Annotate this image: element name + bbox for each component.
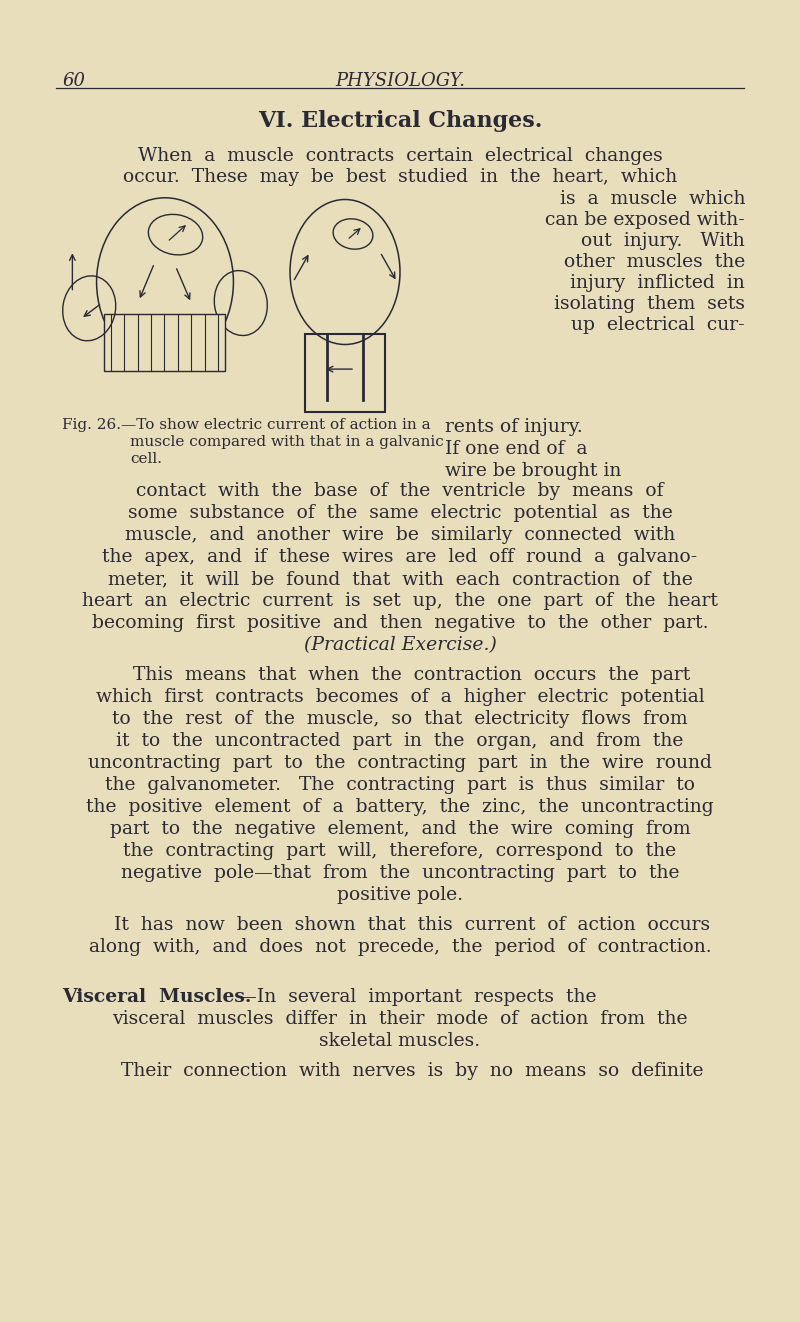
Text: the  galvanometer.   The  contracting  part  is  thus  similar  to: the galvanometer. The contracting part i… — [105, 776, 695, 795]
Text: muscle,  and  another  wire  be  similarly  connected  with: muscle, and another wire be similarly co… — [125, 526, 675, 543]
Text: the  positive  element  of  a  battery,  the  zinc,  the  uncontracting: the positive element of a battery, the z… — [86, 798, 714, 816]
Text: occur.  These  may  be  best  studied  in  the  heart,  which: occur. These may be best studied in the … — [123, 168, 677, 186]
Text: to  the  rest  of  the  muscle,  so  that  electricity  flows  from: to the rest of the muscle, so that elect… — [112, 710, 688, 728]
Text: This  means  that  when  the  contraction  occurs  the  part: This means that when the contraction occ… — [110, 666, 690, 683]
Text: some  substance  of  the  same  electric  potential  as  the: some substance of the same electric pote… — [128, 504, 672, 522]
Text: Visceral  Muscles.: Visceral Muscles. — [62, 988, 251, 1006]
Text: visceral  muscles  differ  in  their  mode  of  action  from  the: visceral muscles differ in their mode of… — [112, 1010, 688, 1029]
Text: contact  with  the  base  of  the  ventricle  by  means  of: contact with the base of the ventricle b… — [136, 483, 664, 500]
Text: other  muscles  the: other muscles the — [564, 253, 745, 271]
Bar — [104, 313, 225, 371]
Text: is  a  muscle  which: is a muscle which — [559, 190, 745, 208]
Text: skeletal muscles.: skeletal muscles. — [319, 1032, 481, 1050]
Text: (Practical Exercise.): (Practical Exercise.) — [303, 636, 497, 654]
Text: 60: 60 — [62, 71, 85, 90]
Text: When  a  muscle  contracts  certain  electrical  changes: When a muscle contracts certain electric… — [138, 147, 662, 165]
Text: meter,  it  will  be  found  that  with  each  contraction  of  the: meter, it will be found that with each c… — [107, 570, 693, 588]
Text: becoming  first  positive  and  then  negative  to  the  other  part.: becoming first positive and then negativ… — [92, 613, 708, 632]
Text: heart  an  electric  current  is  set  up,  the  one  part  of  the  heart: heart an electric current is set up, the… — [82, 592, 718, 609]
Text: uncontracting  part  to  the  contracting  part  in  the  wire  round: uncontracting part to the contracting pa… — [88, 754, 712, 772]
Text: rents of injury.: rents of injury. — [445, 418, 582, 436]
Text: —In  several  important  respects  the: —In several important respects the — [238, 988, 597, 1006]
Text: can be exposed with-: can be exposed with- — [546, 212, 745, 229]
Text: part  to  the  negative  element,  and  the  wire  coming  from: part to the negative element, and the wi… — [110, 820, 690, 838]
Text: Their  connection  with  nerves  is  by  no  means  so  definite: Their connection with nerves is by no me… — [97, 1062, 703, 1080]
Text: It  has  now  been  shown  that  this  current  of  action  occurs: It has now been shown that this current … — [90, 916, 710, 935]
Bar — [305, 334, 385, 412]
Text: isolating  them  sets: isolating them sets — [554, 295, 745, 313]
Text: positive pole.: positive pole. — [337, 886, 463, 904]
Text: Fig. 26.—To show electric current of action in a: Fig. 26.—To show electric current of act… — [62, 418, 430, 432]
Text: which  first  contracts  becomes  of  a  higher  electric  potential: which first contracts becomes of a highe… — [96, 687, 704, 706]
Text: injury  inflicted  in: injury inflicted in — [570, 274, 745, 292]
Text: VI. Electrical Changes.: VI. Electrical Changes. — [258, 110, 542, 132]
Text: muscle compared with that in a galvanic: muscle compared with that in a galvanic — [130, 435, 444, 449]
Text: it  to  the  uncontracted  part  in  the  organ,  and  from  the: it to the uncontracted part in the organ… — [116, 732, 684, 750]
Text: cell.: cell. — [130, 452, 162, 465]
Text: the  apex,  and  if  these  wires  are  led  off  round  a  galvano-: the apex, and if these wires are led off… — [102, 549, 698, 566]
Text: out  injury.   With: out injury. With — [582, 231, 745, 250]
Text: wire be brought in: wire be brought in — [445, 461, 622, 480]
Text: If one end of  a: If one end of a — [445, 440, 587, 457]
Text: the  contracting  part  will,  therefore,  correspond  to  the: the contracting part will, therefore, co… — [123, 842, 677, 861]
Text: along  with,  and  does  not  precede,  the  period  of  contraction.: along with, and does not precede, the pe… — [89, 939, 711, 956]
Text: PHYSIOLOGY.: PHYSIOLOGY. — [335, 71, 465, 90]
Text: negative  pole—that  from  the  uncontracting  part  to  the: negative pole—that from the uncontractin… — [121, 865, 679, 882]
Text: up  electrical  cur-: up electrical cur- — [571, 316, 745, 334]
